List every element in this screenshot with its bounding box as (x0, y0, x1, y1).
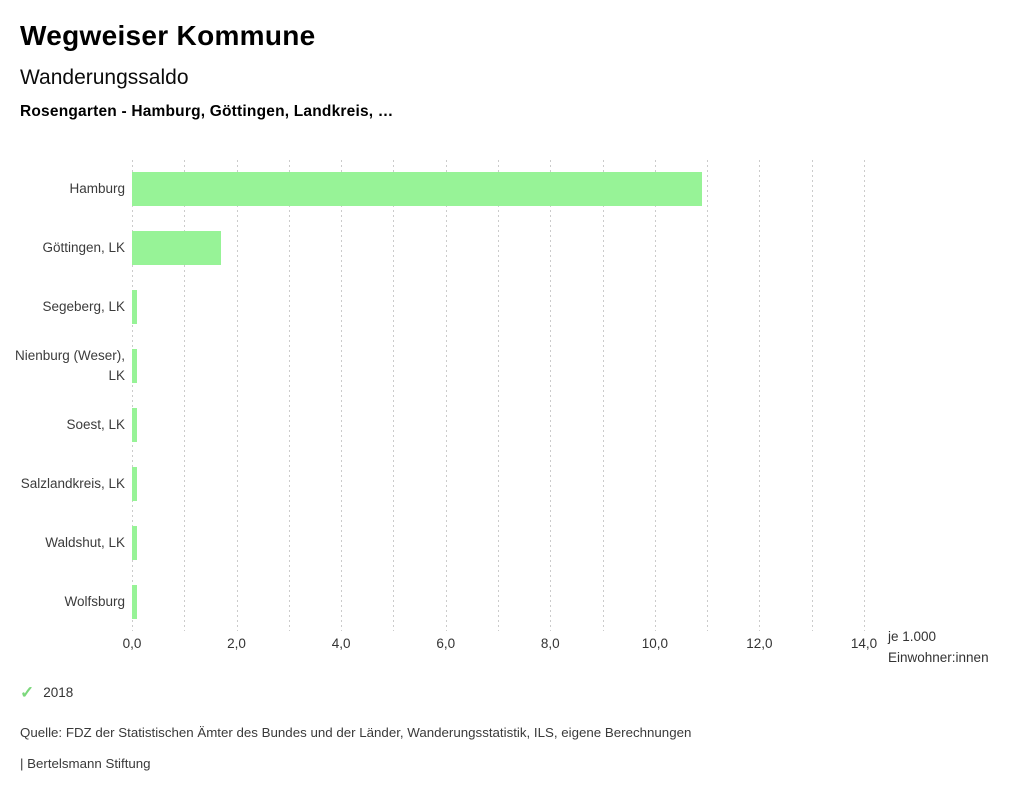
x-tick-label: 14,0 (850, 636, 878, 651)
gridline (393, 160, 395, 631)
plot-area (132, 160, 865, 631)
gridline (184, 160, 186, 631)
y-axis-label: Wolfsburg (64, 593, 125, 609)
gridline (236, 160, 238, 631)
bar-wolfsburg[interactable] (132, 584, 138, 619)
bar-salzlandkreis-lk[interactable] (132, 466, 138, 501)
x-tick-label: 8,0 (540, 636, 560, 651)
bar-göttingen-lk[interactable] (132, 231, 221, 266)
chart-title: Wanderungssaldo (20, 66, 189, 89)
y-axis-label: Nienburg (Weser), LK (14, 348, 125, 384)
gridline (602, 160, 604, 631)
bar-hamburg[interactable] (132, 172, 702, 207)
y-axis-label: Soest, LK (66, 416, 125, 432)
chart-description: Rosengarten - Hamburg, Göttingen, Landkr… (20, 103, 394, 120)
x-tick-label: 12,0 (746, 636, 773, 651)
y-axis-label: Göttingen, LK (42, 240, 125, 256)
x-tick-label: 2,0 (227, 636, 246, 651)
x-axis: 0,0 2,0 4,0 6,0 8,0 10,0 12,0 14,0 (123, 636, 878, 654)
y-axis-label: Salzlandkreis, LK (20, 475, 125, 491)
gridline (445, 160, 447, 631)
legend-label: 2018 (43, 685, 74, 700)
x-tick-label: 0,0 (122, 636, 142, 651)
x-tick-label: 6,0 (436, 636, 456, 651)
bar-waldshut-lk[interactable] (132, 525, 138, 560)
gridline (864, 160, 865, 631)
x-tick-label: 4,0 (331, 636, 351, 651)
gridline (288, 160, 290, 631)
attribution-text: | Bertelsmann Stiftung (20, 756, 151, 771)
app-title: Wegweiser Kommune (20, 20, 316, 51)
x-tick-label: 10,0 (641, 636, 668, 651)
y-axis-label: Hamburg (69, 181, 125, 197)
gridline (498, 160, 499, 631)
y-axis-labels: Hamburg Göttingen, LK Segeberg, LK Nienburg… (0, 160, 125, 631)
gridline (811, 160, 813, 631)
y-axis-label: Waldshut, LK (45, 534, 125, 550)
y-axis-label: Segeberg, LK (42, 299, 125, 315)
gridline (341, 160, 343, 631)
legend-item-2018[interactable]: ✓ 2018 (20, 684, 73, 701)
bar-soest-lk[interactable] (132, 407, 138, 442)
gridline (759, 160, 761, 631)
gridline (654, 160, 656, 631)
bar-nienburg-weser-lk[interactable] (132, 349, 138, 384)
checkmark-icon: ✓ (20, 683, 35, 702)
gridline (707, 160, 709, 631)
x-axis-unit-label: je 1.000 Einwohner:innen (888, 629, 989, 665)
gridline (132, 160, 133, 631)
gridline (550, 160, 552, 631)
bar-segeberg-lk[interactable] (132, 290, 138, 325)
source-text: Quelle: FDZ der Statistischen Ämter des … (20, 725, 692, 740)
